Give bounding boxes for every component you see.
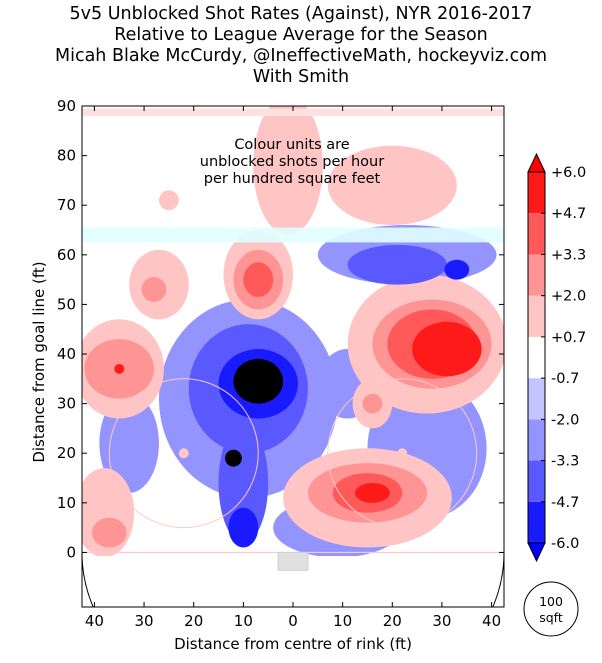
size-legend-circle <box>523 581 579 637</box>
contour-layer <box>82 106 504 556</box>
y-tick-label: 40 <box>57 345 76 363</box>
rink-markings <box>82 108 504 607</box>
goal-net <box>277 551 309 571</box>
title-line-2: Relative to League Average for the Seaso… <box>114 25 488 45</box>
colorbar-segment <box>528 336 545 379</box>
faceoff-circle <box>327 378 478 529</box>
x-tick-label: 10 <box>333 612 352 630</box>
contour-region <box>412 321 482 377</box>
title-line-1: 5v5 Unblocked Shot Rates (Against), NYR … <box>69 4 533 24</box>
annotation-line: per hundred square feet <box>204 171 381 187</box>
x-tick-label: 30 <box>432 612 451 630</box>
x-tick-label: 40 <box>482 612 501 630</box>
contour-region <box>444 259 470 280</box>
y-tick-label: 20 <box>57 444 76 462</box>
colorbar-segment <box>528 213 545 255</box>
faceoff-circle <box>108 378 259 529</box>
colorbar-extend-high <box>527 152 546 173</box>
contour-region <box>141 277 167 302</box>
x-axis: 40 30 20 10 0 10 20 30 40 <box>85 106 501 630</box>
colorbar-frame <box>527 171 546 544</box>
colorbar-tick-label: +3.3 <box>551 247 586 263</box>
x-tick-label: 20 <box>383 612 402 630</box>
contour-region <box>228 507 259 548</box>
colorbar-tick-label: +6.0 <box>551 165 586 181</box>
x-tick-label: 10 <box>234 612 253 630</box>
x-tick-label: 20 <box>184 612 203 630</box>
contour-region <box>224 449 242 467</box>
colorbar-tick-label: +4.7 <box>551 206 586 222</box>
colorbar-segment <box>528 460 545 502</box>
y-axis: 0 10 20 30 40 50 60 70 80 90 <box>57 97 504 561</box>
contour-region <box>158 190 179 211</box>
y-tick-label: 90 <box>57 97 76 115</box>
x-tick-label: 30 <box>135 612 154 630</box>
plot-area <box>81 105 505 608</box>
colorbar-tick-label: +2.0 <box>551 289 586 305</box>
contour-region <box>91 517 127 548</box>
title-line-3: Micah Blake McCurdy, @IneffectiveMath, h… <box>54 46 547 66</box>
y-tick-label: 80 <box>57 147 76 165</box>
colorbar-tick-label: -3.3 <box>551 454 579 470</box>
colorbar-segment <box>528 172 545 214</box>
size-legend-label: 100 <box>539 594 563 609</box>
blue-line <box>82 227 504 243</box>
contour-region <box>355 482 390 503</box>
x-axis-label: Distance from centre of rink (ft) <box>174 635 412 653</box>
colorbar: -6.0 -4.7 -3.3 -2.0 -0.7 +0.7 +2.0 +3.3 +4.7 +6.0 <box>527 152 586 563</box>
colorbar-tick-label: -0.7 <box>551 371 579 387</box>
contour-region <box>253 106 323 235</box>
y-tick-label: 30 <box>57 395 76 413</box>
annotation-line: unblocked shots per hour <box>200 154 384 170</box>
colorbar-tick-label: -6.0 <box>551 536 579 552</box>
faceoff-dot <box>178 448 189 459</box>
colorbar-tick-label: +0.7 <box>551 330 586 346</box>
y-tick-label: 0 <box>66 543 76 561</box>
contour-region <box>233 358 284 404</box>
x-tick-label: 0 <box>288 612 298 630</box>
end-boards-line <box>82 108 504 116</box>
colorbar-segment <box>528 419 545 461</box>
colorbar-tick-label: -4.7 <box>551 495 579 511</box>
faceoff-dot <box>397 448 408 459</box>
colorbar-segment <box>528 254 545 296</box>
contour-region <box>347 244 447 285</box>
contour-region <box>99 393 159 493</box>
x-tick-label: 40 <box>85 612 104 630</box>
contour-region <box>243 262 274 297</box>
y-axis-label: Distance from goal line (ft) <box>30 261 48 462</box>
colorbar-segment <box>528 378 545 420</box>
y-tick-label: 10 <box>57 494 76 512</box>
size-legend-label: sqft <box>539 610 563 625</box>
y-tick-label: 50 <box>57 295 76 313</box>
title-line-4: With Smith <box>252 67 350 87</box>
contour-region <box>362 393 383 414</box>
chart-title: 5v5 Unblocked Shot Rates (Against), NYR … <box>0 4 602 88</box>
y-tick-label: 70 <box>57 196 76 214</box>
y-tick-label: 60 <box>57 246 76 264</box>
colorbar-tick-label: -2.0 <box>551 412 579 428</box>
annotation-line: Colour units are <box>234 137 349 153</box>
contour-region <box>114 363 125 374</box>
contour-region <box>327 145 457 226</box>
colorbar-segment <box>528 295 545 337</box>
colorbar-segment <box>528 501 545 543</box>
colorbar-extend-low <box>527 542 546 563</box>
